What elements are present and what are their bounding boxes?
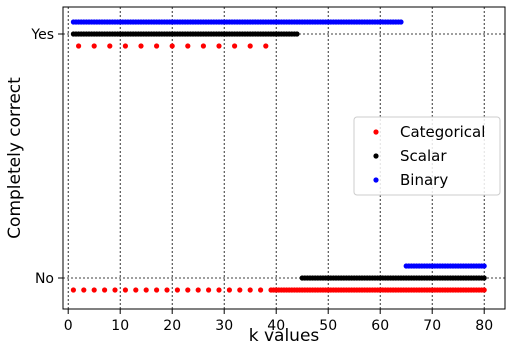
legend: Categorical Scalar Binary <box>353 116 501 196</box>
categorical-point <box>232 43 238 49</box>
categorical-point <box>200 43 206 49</box>
categorical-point <box>206 287 212 293</box>
x-tick-label: 10 <box>111 318 129 334</box>
scalar-point <box>294 31 300 37</box>
categorical-point <box>216 43 222 49</box>
legend-box <box>353 116 501 196</box>
y-tick-label: No <box>35 271 54 287</box>
categorical-point <box>112 287 118 293</box>
categorical-point <box>481 287 487 293</box>
x-tick-label: 80 <box>475 318 493 334</box>
categorical-point <box>216 287 222 293</box>
y-tick-label: Yes <box>30 27 54 43</box>
categorical-point <box>138 43 144 49</box>
x-tick-label: 20 <box>163 318 181 334</box>
plot-frame <box>62 6 506 310</box>
categorical-point <box>237 287 243 293</box>
categorical-point <box>91 287 97 293</box>
categorical-point <box>247 287 253 293</box>
categorical-point <box>107 43 113 49</box>
categorical-point <box>76 43 82 49</box>
x-tick-label: 60 <box>371 318 389 334</box>
x-tick-label: 70 <box>423 318 441 334</box>
categorical-point <box>154 43 160 49</box>
categorical-point <box>174 287 180 293</box>
axis-ticks: 0 10 20 30 40 50 60 70 80 No Yes <box>30 27 493 334</box>
legend-label-scalar: Scalar <box>400 147 447 165</box>
categorical-point <box>143 287 149 293</box>
x-tick-label: 0 <box>64 318 73 334</box>
legend-label-binary: Binary <box>400 171 448 189</box>
categorical-point <box>185 287 191 293</box>
legend-marker-categorical <box>373 129 379 135</box>
categorical-point <box>169 43 175 49</box>
categorical-point <box>154 287 160 293</box>
data-points <box>70 19 487 293</box>
scalar-point <box>481 275 487 281</box>
categorical-point <box>122 43 128 49</box>
y-axis-label: Completely correct <box>5 77 25 239</box>
categorical-point <box>70 287 76 293</box>
categorical-point <box>81 287 87 293</box>
categorical-point <box>263 43 269 49</box>
categorical-point <box>164 287 170 293</box>
x-tick-label: 50 <box>319 318 337 334</box>
categorical-point <box>102 287 108 293</box>
categorical-point <box>247 43 253 49</box>
legend-marker-scalar <box>373 153 379 159</box>
categorical-point <box>91 43 97 49</box>
categorical-point <box>185 43 191 49</box>
x-tick-label: 40 <box>267 318 285 334</box>
x-tick-label: 30 <box>215 318 233 334</box>
binary-point <box>481 263 487 269</box>
categorical-point <box>122 287 128 293</box>
legend-label-categorical: Categorical <box>400 123 485 141</box>
categorical-point <box>226 287 232 293</box>
binary-point <box>398 19 404 25</box>
categorical-point <box>133 287 139 293</box>
x-axis-label: k values <box>249 326 320 343</box>
categorical-point <box>258 287 264 293</box>
categorical-point <box>195 287 201 293</box>
legend-marker-binary <box>373 177 379 183</box>
